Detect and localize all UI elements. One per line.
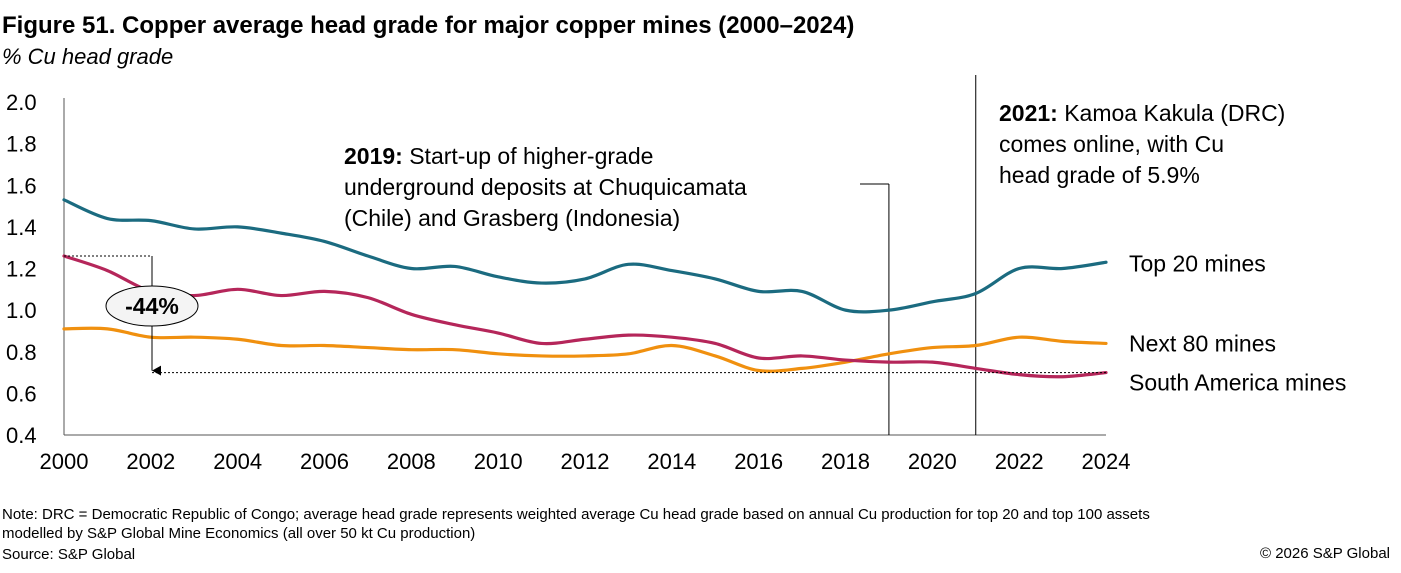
copyright: © 2026 S&P Global: [1259, 545, 1390, 562]
series-label-next-80-mines: Next 80 mines: [1129, 330, 1276, 356]
x-tick-label: 2024: [1082, 449, 1131, 474]
source-note: Source: S&P Global: [2, 546, 136, 563]
change-callout: -44%: [64, 255, 1106, 376]
x-tick-label: 2012: [561, 449, 610, 474]
y-tick-label: 0.8: [6, 340, 37, 365]
annotation-2019-text: (Chile) and Grasberg (Indonesia): [344, 205, 680, 231]
annotation-2021-text: 2021: Kamoa Kakula (DRC): [999, 100, 1285, 126]
annotation-2019-text: underground deposits at Chuquicamata: [344, 174, 747, 200]
x-tick-label: 2020: [908, 449, 957, 474]
x-tick-label: 2010: [474, 449, 523, 474]
x-tick-label: 2004: [213, 449, 262, 474]
callout-label: -44%: [125, 293, 179, 319]
note-line-2: modelled by S&P Global Mine Economics (a…: [2, 525, 476, 542]
series-label-south-america-mines: South America mines: [1129, 370, 1346, 396]
series-line-south-america-mines: [62, 254, 1108, 379]
y-tick-label: 1.2: [6, 257, 37, 282]
x-tick-label: 2008: [387, 449, 436, 474]
annotation-2019-text: 2019: Start-up of higher-grade: [344, 143, 653, 169]
y-tick-label: 1.0: [6, 298, 37, 323]
annotation-2021-text: comes online, with Cu: [999, 131, 1224, 157]
chart-title: Figure 51. Copper average head grade for…: [2, 12, 855, 39]
y-tick-label: 2.0: [6, 90, 37, 115]
axes: 0.4 0.6 0.8 1.0 1.2 1.4 1.6 1.8 2.0 2000 2002 2004 2…: [6, 90, 1130, 474]
annotation-2021-text: head grade of 5.9%: [999, 162, 1200, 188]
x-tick-label: 2006: [300, 449, 349, 474]
series-line-next-80-mines: [62, 326, 1108, 373]
note-line-1: Note: DRC = Democratic Republic of Congo…: [2, 506, 1150, 523]
x-tick-label: 2022: [995, 449, 1044, 474]
x-tick-label: 2002: [126, 449, 175, 474]
series-line-top-20-mines: [62, 198, 1108, 314]
y-axis-unit-label: % Cu head grade: [2, 44, 174, 69]
x-tick-label: 2014: [647, 449, 696, 474]
callout-ellipse: [105, 285, 199, 327]
series-labels: Top 20 mines Next 80 mines South America m…: [1129, 250, 1346, 395]
x-tick-label: 2016: [734, 449, 783, 474]
series-lines: [62, 198, 1108, 379]
y-tick-label: 0.4: [6, 423, 37, 448]
x-tick-label: 2018: [821, 449, 870, 474]
y-tick-label: 1.4: [6, 215, 37, 240]
y-tick-label: 1.8: [6, 132, 37, 157]
x-tick-label: 2000: [40, 449, 89, 474]
y-tick-label: 1.6: [6, 173, 37, 198]
y-tick-label: 0.6: [6, 381, 37, 406]
series-label-top-20-mines: Top 20 mines: [1129, 250, 1266, 276]
